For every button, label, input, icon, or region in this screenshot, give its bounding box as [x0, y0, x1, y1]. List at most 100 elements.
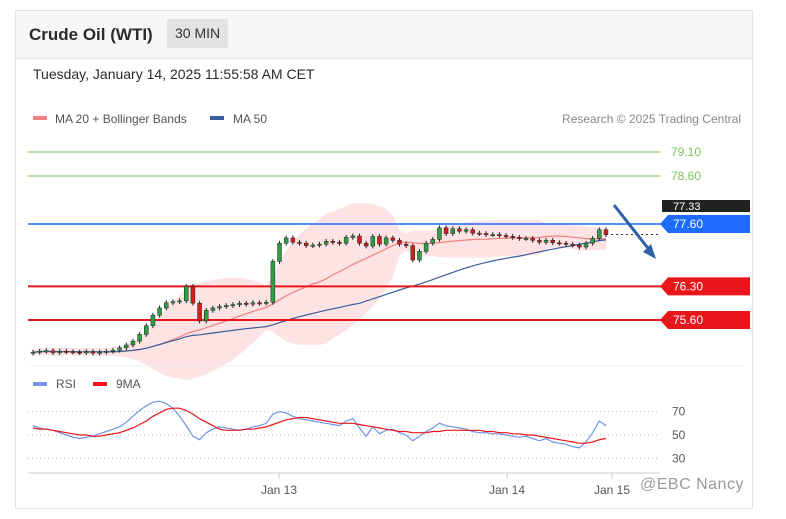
current-price-tag — [662, 200, 750, 212]
candle — [590, 236, 595, 246]
candle — [250, 300, 256, 307]
candle — [343, 235, 349, 246]
level-tag-resistance — [660, 215, 750, 233]
candle — [117, 345, 122, 353]
candle — [483, 231, 489, 237]
candle — [77, 349, 82, 356]
ma50-legend-label: MA 50 — [233, 112, 267, 126]
ma9-legend-swatch — [93, 382, 107, 386]
candle — [210, 305, 216, 313]
candle — [430, 236, 435, 246]
candle — [317, 241, 322, 248]
rsi-legend-swatch — [33, 382, 47, 386]
candle — [177, 298, 182, 305]
time-tick-label: Jan 14 — [489, 483, 525, 497]
candle — [263, 299, 269, 306]
rsi-tick-label: 30 — [672, 451, 686, 465]
candle — [577, 242, 582, 250]
candle — [543, 237, 549, 245]
candle — [390, 235, 396, 243]
candle — [37, 348, 42, 355]
candle — [530, 236, 535, 243]
candle — [137, 332, 142, 344]
instrument-title: Crude Oil (WTI) — [29, 25, 153, 44]
ma50-legend-swatch — [210, 116, 224, 120]
candle — [57, 348, 62, 356]
candle — [537, 237, 542, 245]
candle — [557, 240, 562, 246]
candle — [510, 234, 515, 240]
candle — [337, 239, 342, 246]
level-label-support: 76.30 — [673, 279, 703, 293]
bollinger-bands — [33, 203, 606, 381]
candle — [523, 236, 529, 241]
time-tick-label: Jan 13 — [261, 483, 297, 497]
candle — [283, 235, 289, 246]
candle — [130, 338, 136, 348]
candle — [50, 348, 56, 356]
candle — [363, 240, 369, 249]
candle — [243, 300, 249, 307]
level-label-support: 75.60 — [673, 313, 703, 327]
candle — [503, 233, 509, 239]
ma50-line — [32, 239, 607, 353]
timeframe-button[interactable]: 30 MIN — [167, 19, 229, 48]
candle — [490, 232, 495, 237]
candle — [410, 243, 416, 263]
candle — [144, 323, 149, 337]
candle — [550, 237, 555, 246]
candle — [330, 238, 336, 245]
ma20-legend-label: MA 20 + Bollinger Bands — [55, 112, 187, 126]
candle — [190, 284, 196, 306]
candle — [30, 349, 36, 356]
current-price-label: 77.33 — [673, 201, 701, 213]
candle — [477, 230, 482, 236]
candle — [370, 234, 376, 249]
candle — [497, 232, 502, 238]
candle — [403, 241, 409, 248]
candle — [257, 300, 262, 306]
candle — [204, 308, 209, 324]
watermark: @EBC Nancy — [640, 476, 744, 493]
candle — [603, 227, 609, 237]
forecast-arrow-shaft — [612, 204, 653, 253]
candle — [423, 240, 429, 254]
candle — [84, 349, 89, 356]
candle — [184, 284, 189, 304]
level-label-target: 79.10 — [671, 145, 701, 159]
candle — [357, 233, 362, 246]
ma20-legend-swatch — [33, 116, 47, 120]
candle — [44, 348, 49, 354]
ma9-legend-label: 9MA — [116, 377, 141, 391]
candle — [64, 348, 69, 355]
candle — [297, 239, 302, 246]
candle — [90, 349, 96, 356]
chart-header: Crude Oil (WTI) 30 MIN — [16, 11, 752, 59]
candle — [303, 240, 309, 248]
forecast-arrow-head — [643, 244, 656, 259]
candle — [277, 240, 282, 264]
candle — [417, 248, 422, 263]
candle — [104, 348, 109, 355]
candle — [270, 259, 276, 305]
candle — [563, 240, 569, 247]
candle — [437, 225, 442, 242]
candle — [350, 233, 356, 240]
candle — [323, 238, 329, 247]
candle — [457, 226, 462, 234]
candle — [463, 227, 469, 234]
candle — [124, 342, 129, 351]
candle — [397, 237, 402, 247]
level-tag-support — [660, 277, 750, 296]
level-tag-support — [660, 311, 750, 329]
candle — [150, 312, 156, 329]
candle — [70, 349, 76, 355]
candle — [230, 302, 236, 308]
candle — [597, 227, 602, 241]
candle — [583, 240, 589, 250]
candle — [443, 225, 449, 236]
candle — [217, 304, 222, 311]
candle — [223, 303, 229, 309]
time-tick-label: Jan 15 — [594, 483, 630, 497]
